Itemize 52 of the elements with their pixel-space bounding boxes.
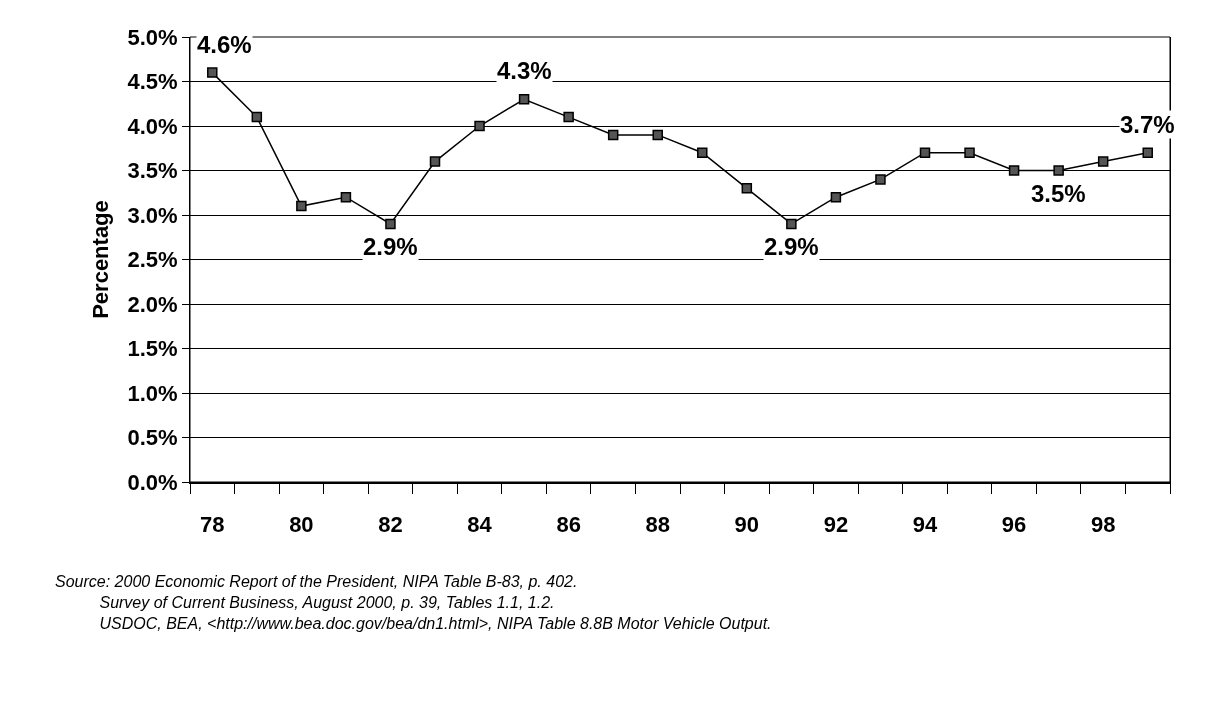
point bbox=[652, 129, 663, 141]
point bbox=[786, 218, 797, 230]
point bbox=[875, 174, 886, 185]
y-tick-label: 2.0% bbox=[127, 291, 178, 317]
x-tick-label: 94 bbox=[912, 512, 938, 538]
y-axis-title: Percentage bbox=[88, 200, 114, 319]
point bbox=[1008, 165, 1020, 176]
x-tick-label: 88 bbox=[645, 512, 670, 538]
point bbox=[385, 218, 396, 230]
data-label: 3.5% bbox=[1031, 180, 1086, 207]
y-tick-label: 5.0% bbox=[127, 24, 178, 50]
point bbox=[296, 200, 307, 212]
x-tick-label: 86 bbox=[556, 512, 581, 538]
point bbox=[518, 94, 530, 105]
x-tick-label: 82 bbox=[378, 512, 403, 538]
point bbox=[340, 191, 352, 203]
y-tick-label: 3.0% bbox=[127, 202, 178, 228]
source-note: Source: 2000 Economic Report of the President, NIPA Table B-83, p. 402. Survey of Current Business, August 2000, p. 39, Tables 1.1, 1.2. USDOC, BEA, <http://www.bea.doc.gov/bea/dn1.html>, NIPA Table 8.8B Motor Vehicle Output. bbox=[55, 573, 772, 632]
point bbox=[1142, 147, 1153, 158]
y-tick-label: 3.5% bbox=[127, 158, 178, 184]
point bbox=[697, 147, 708, 158]
point bbox=[1097, 156, 1109, 167]
x-tick-label: 98 bbox=[1090, 512, 1116, 538]
y-tick-label: 0.0% bbox=[127, 469, 178, 495]
point bbox=[919, 147, 931, 158]
point bbox=[964, 147, 975, 158]
x-tick-label: 90 bbox=[734, 512, 760, 538]
data-label: 2.9% bbox=[764, 233, 819, 260]
y-tick-label: 1.0% bbox=[127, 380, 178, 406]
point bbox=[563, 111, 574, 123]
data-label: 4.3% bbox=[497, 57, 552, 84]
x-tick-label: 78 bbox=[200, 512, 225, 538]
x-tick-label: 96 bbox=[1001, 512, 1027, 538]
point bbox=[251, 111, 263, 123]
point bbox=[830, 191, 842, 203]
x-tick-label: 92 bbox=[823, 512, 849, 538]
y-tick-label: 4.5% bbox=[127, 69, 178, 95]
y-tick-label: 2.5% bbox=[127, 247, 178, 273]
x-tick-label: 80 bbox=[289, 512, 314, 538]
point bbox=[741, 183, 753, 194]
data-label: 3.7% bbox=[1120, 111, 1175, 138]
x-tick-label: 84 bbox=[467, 512, 493, 538]
point bbox=[429, 156, 441, 167]
data-label: 2.9% bbox=[363, 233, 418, 260]
data-label: 4.6% bbox=[197, 31, 252, 58]
y-tick-label: 0.5% bbox=[127, 425, 178, 451]
y-tick-label: 4.0% bbox=[127, 113, 178, 139]
point bbox=[474, 120, 485, 132]
point bbox=[207, 67, 218, 78]
y-tick-label: 1.5% bbox=[127, 336, 178, 362]
point bbox=[1053, 165, 1064, 176]
point bbox=[607, 129, 619, 141]
